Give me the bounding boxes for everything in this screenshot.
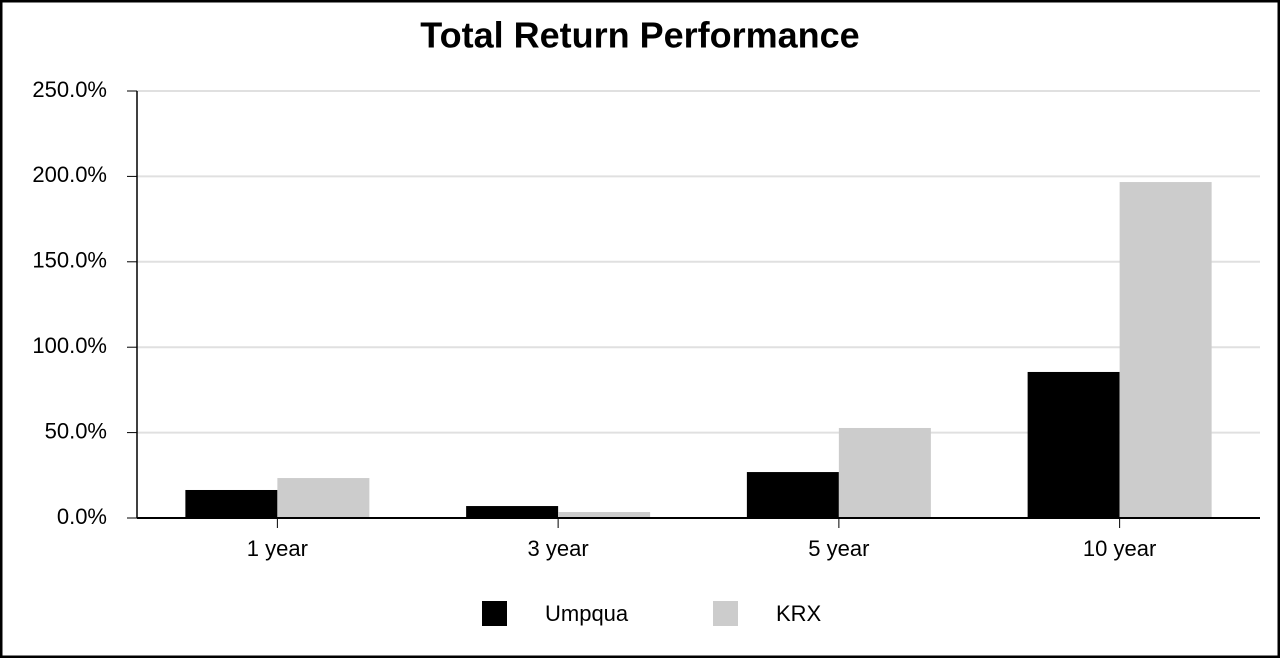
bar bbox=[558, 512, 651, 518]
x-tick-label: 1 year bbox=[247, 536, 308, 561]
legend-swatch bbox=[482, 601, 507, 626]
legend-swatch bbox=[713, 601, 738, 626]
x-tick-label: 5 year bbox=[808, 536, 869, 561]
bar bbox=[746, 472, 839, 518]
y-tick-label: 0.0% bbox=[57, 504, 107, 529]
y-tick-label: 50.0% bbox=[45, 418, 107, 443]
bar bbox=[838, 427, 931, 518]
legend-label: Umpqua bbox=[545, 601, 629, 626]
y-tick-label: 150.0% bbox=[32, 248, 107, 273]
y-tick-label: 100.0% bbox=[32, 333, 107, 358]
bar bbox=[277, 478, 370, 518]
bar bbox=[466, 506, 559, 518]
y-tick-label: 200.0% bbox=[32, 162, 107, 187]
bar bbox=[1119, 182, 1212, 518]
x-tick-label: 3 year bbox=[528, 536, 589, 561]
bar bbox=[185, 489, 278, 518]
y-tick-label: 250.0% bbox=[32, 77, 107, 102]
legend-label: KRX bbox=[776, 601, 822, 626]
x-tick-label: 10 year bbox=[1083, 536, 1156, 561]
chart-title: Total Return Performance bbox=[420, 15, 859, 56]
bar bbox=[1027, 371, 1120, 518]
